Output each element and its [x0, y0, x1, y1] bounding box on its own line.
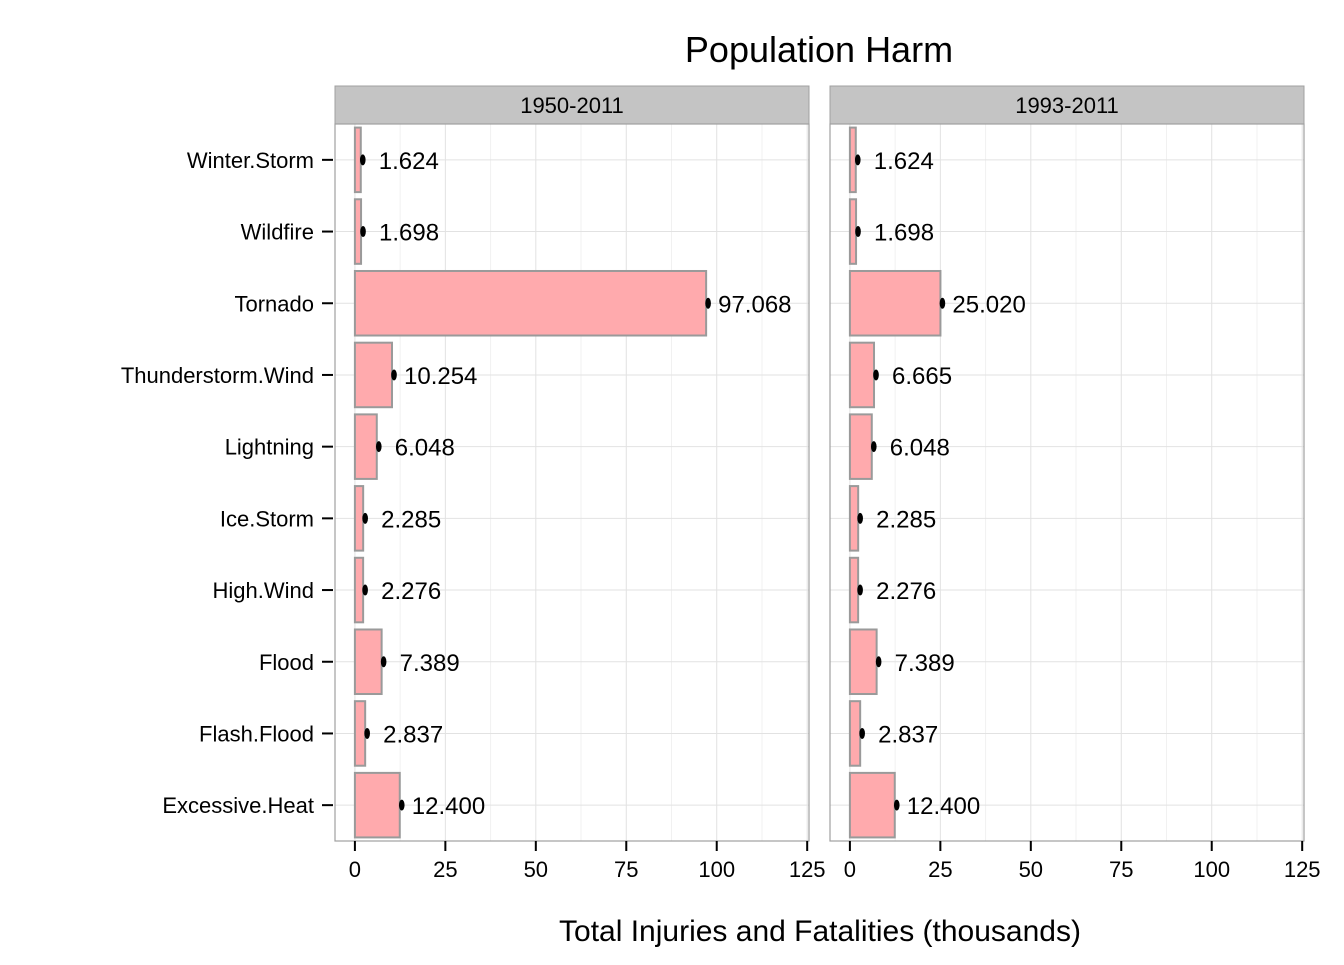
y-tick-label: Tornado: [234, 291, 314, 316]
bar: [848, 485, 860, 552]
data-label: 2.276: [381, 578, 441, 605]
bar: [848, 198, 858, 265]
bar-end-marker: [855, 226, 861, 238]
panel-background: [335, 124, 809, 841]
bar-end-marker: [362, 512, 368, 524]
x-axis-title: Total Injuries and Fatalities (thousands…: [559, 915, 1081, 948]
bar: [353, 485, 365, 552]
data-label: 1.624: [379, 148, 439, 175]
bar: [848, 341, 876, 409]
data-label: 12.400: [412, 793, 485, 820]
bar-end-marker: [398, 799, 405, 811]
data-label: 25.020: [952, 291, 1025, 318]
y-tick-label: Ice.Storm: [220, 506, 314, 531]
panel-border: [829, 123, 1305, 842]
bar-end-marker: [705, 297, 711, 309]
y-tick-label: Wildfire: [241, 220, 314, 245]
bar: [353, 413, 378, 480]
bar-end-marker: [875, 656, 882, 668]
bar-end-marker: [375, 441, 382, 453]
bar-end-marker: [870, 441, 877, 453]
bar: [848, 628, 878, 696]
data-label: 2.837: [878, 721, 938, 748]
data-label: 6.048: [395, 435, 455, 462]
x-tick-label: 75: [614, 857, 638, 882]
data-label: 2.276: [876, 578, 936, 605]
bar-end-marker: [360, 226, 366, 238]
bar-end-marker: [854, 154, 861, 166]
bar: [848, 269, 942, 337]
data-label: 1.624: [874, 148, 934, 175]
x-tick-label: 0: [844, 857, 856, 882]
facet-panel: 1993-2011 1.624 1.698 25.020 6.665 6.048 2.285…: [829, 85, 1321, 882]
y-tick-label: Flood: [259, 650, 314, 675]
y-tick-label: Flash.Flood: [199, 721, 314, 746]
x-tick-label: 125: [1284, 857, 1321, 882]
facet-panel: 1950-2011 1.624 1.698 97.068 10.254 6.048 2.28…: [334, 85, 826, 882]
data-label: 2.837: [383, 721, 443, 748]
y-tick-label: High.Wind: [213, 578, 314, 603]
data-label: 7.389: [895, 650, 955, 677]
x-tick-label: 0: [349, 857, 361, 882]
chart-title: Population Harm: [685, 29, 953, 70]
bar: [353, 269, 708, 337]
x-tick-label: 100: [698, 857, 735, 882]
y-tick-label: Lightning: [225, 435, 314, 460]
bar: [848, 126, 857, 194]
data-label: 6.048: [890, 435, 950, 462]
bar-end-marker: [857, 584, 863, 596]
bar-end-marker: [362, 584, 368, 596]
bar-end-marker: [391, 369, 397, 381]
bar: [353, 700, 367, 767]
x-tick-label: 100: [1193, 857, 1230, 882]
x-tick-label: 125: [789, 857, 826, 882]
bar: [848, 771, 896, 839]
bar: [353, 341, 394, 409]
data-label: 7.389: [400, 650, 460, 677]
data-label: 10.254: [404, 363, 477, 390]
data-label: 12.400: [907, 793, 980, 820]
bar: [353, 198, 363, 265]
data-label: 2.285: [381, 506, 441, 533]
bar-end-marker: [364, 727, 370, 739]
facet-strip: [334, 85, 810, 125]
bar: [353, 126, 362, 194]
facet-strip-label: 1950-2011: [520, 93, 624, 118]
data-label: 2.285: [876, 506, 936, 533]
x-tick-label: 50: [1019, 857, 1043, 882]
panel-background: [830, 124, 1304, 841]
bar: [353, 556, 365, 624]
panel-border: [334, 123, 810, 842]
y-tick-label: Winter.Storm: [187, 148, 314, 173]
bar-end-marker: [893, 799, 900, 811]
bar: [353, 771, 401, 839]
data-label: 97.068: [718, 291, 791, 318]
bar-end-marker: [380, 656, 387, 668]
x-tick-label: 25: [928, 857, 952, 882]
data-label: 1.698: [379, 220, 439, 247]
y-tick-label: Excessive.Heat: [162, 793, 314, 818]
bar-end-marker: [857, 512, 863, 524]
facet-strip-label: 1993-2011: [1015, 93, 1119, 118]
bar-end-marker: [859, 727, 865, 739]
data-label: 1.698: [874, 220, 934, 247]
bar: [353, 628, 383, 696]
data-label: 6.665: [892, 363, 952, 390]
bar: [848, 556, 860, 624]
x-tick-label: 75: [1109, 857, 1133, 882]
bar-end-marker: [359, 154, 366, 166]
x-tick-label: 25: [433, 857, 457, 882]
y-tick-label: Thunderstorm.Wind: [121, 363, 314, 388]
y-axis: Winter.Storm Wildfire Tornado Thunderstorm.…: [121, 148, 333, 818]
facet-panels: 1950-2011 1.624 1.698 97.068 10.254 6.048 2.28…: [334, 85, 1321, 882]
bar: [848, 700, 862, 767]
bar: [848, 413, 873, 480]
x-tick-label: 50: [524, 857, 548, 882]
bar-end-marker: [939, 297, 946, 309]
bar-end-marker: [873, 369, 879, 381]
